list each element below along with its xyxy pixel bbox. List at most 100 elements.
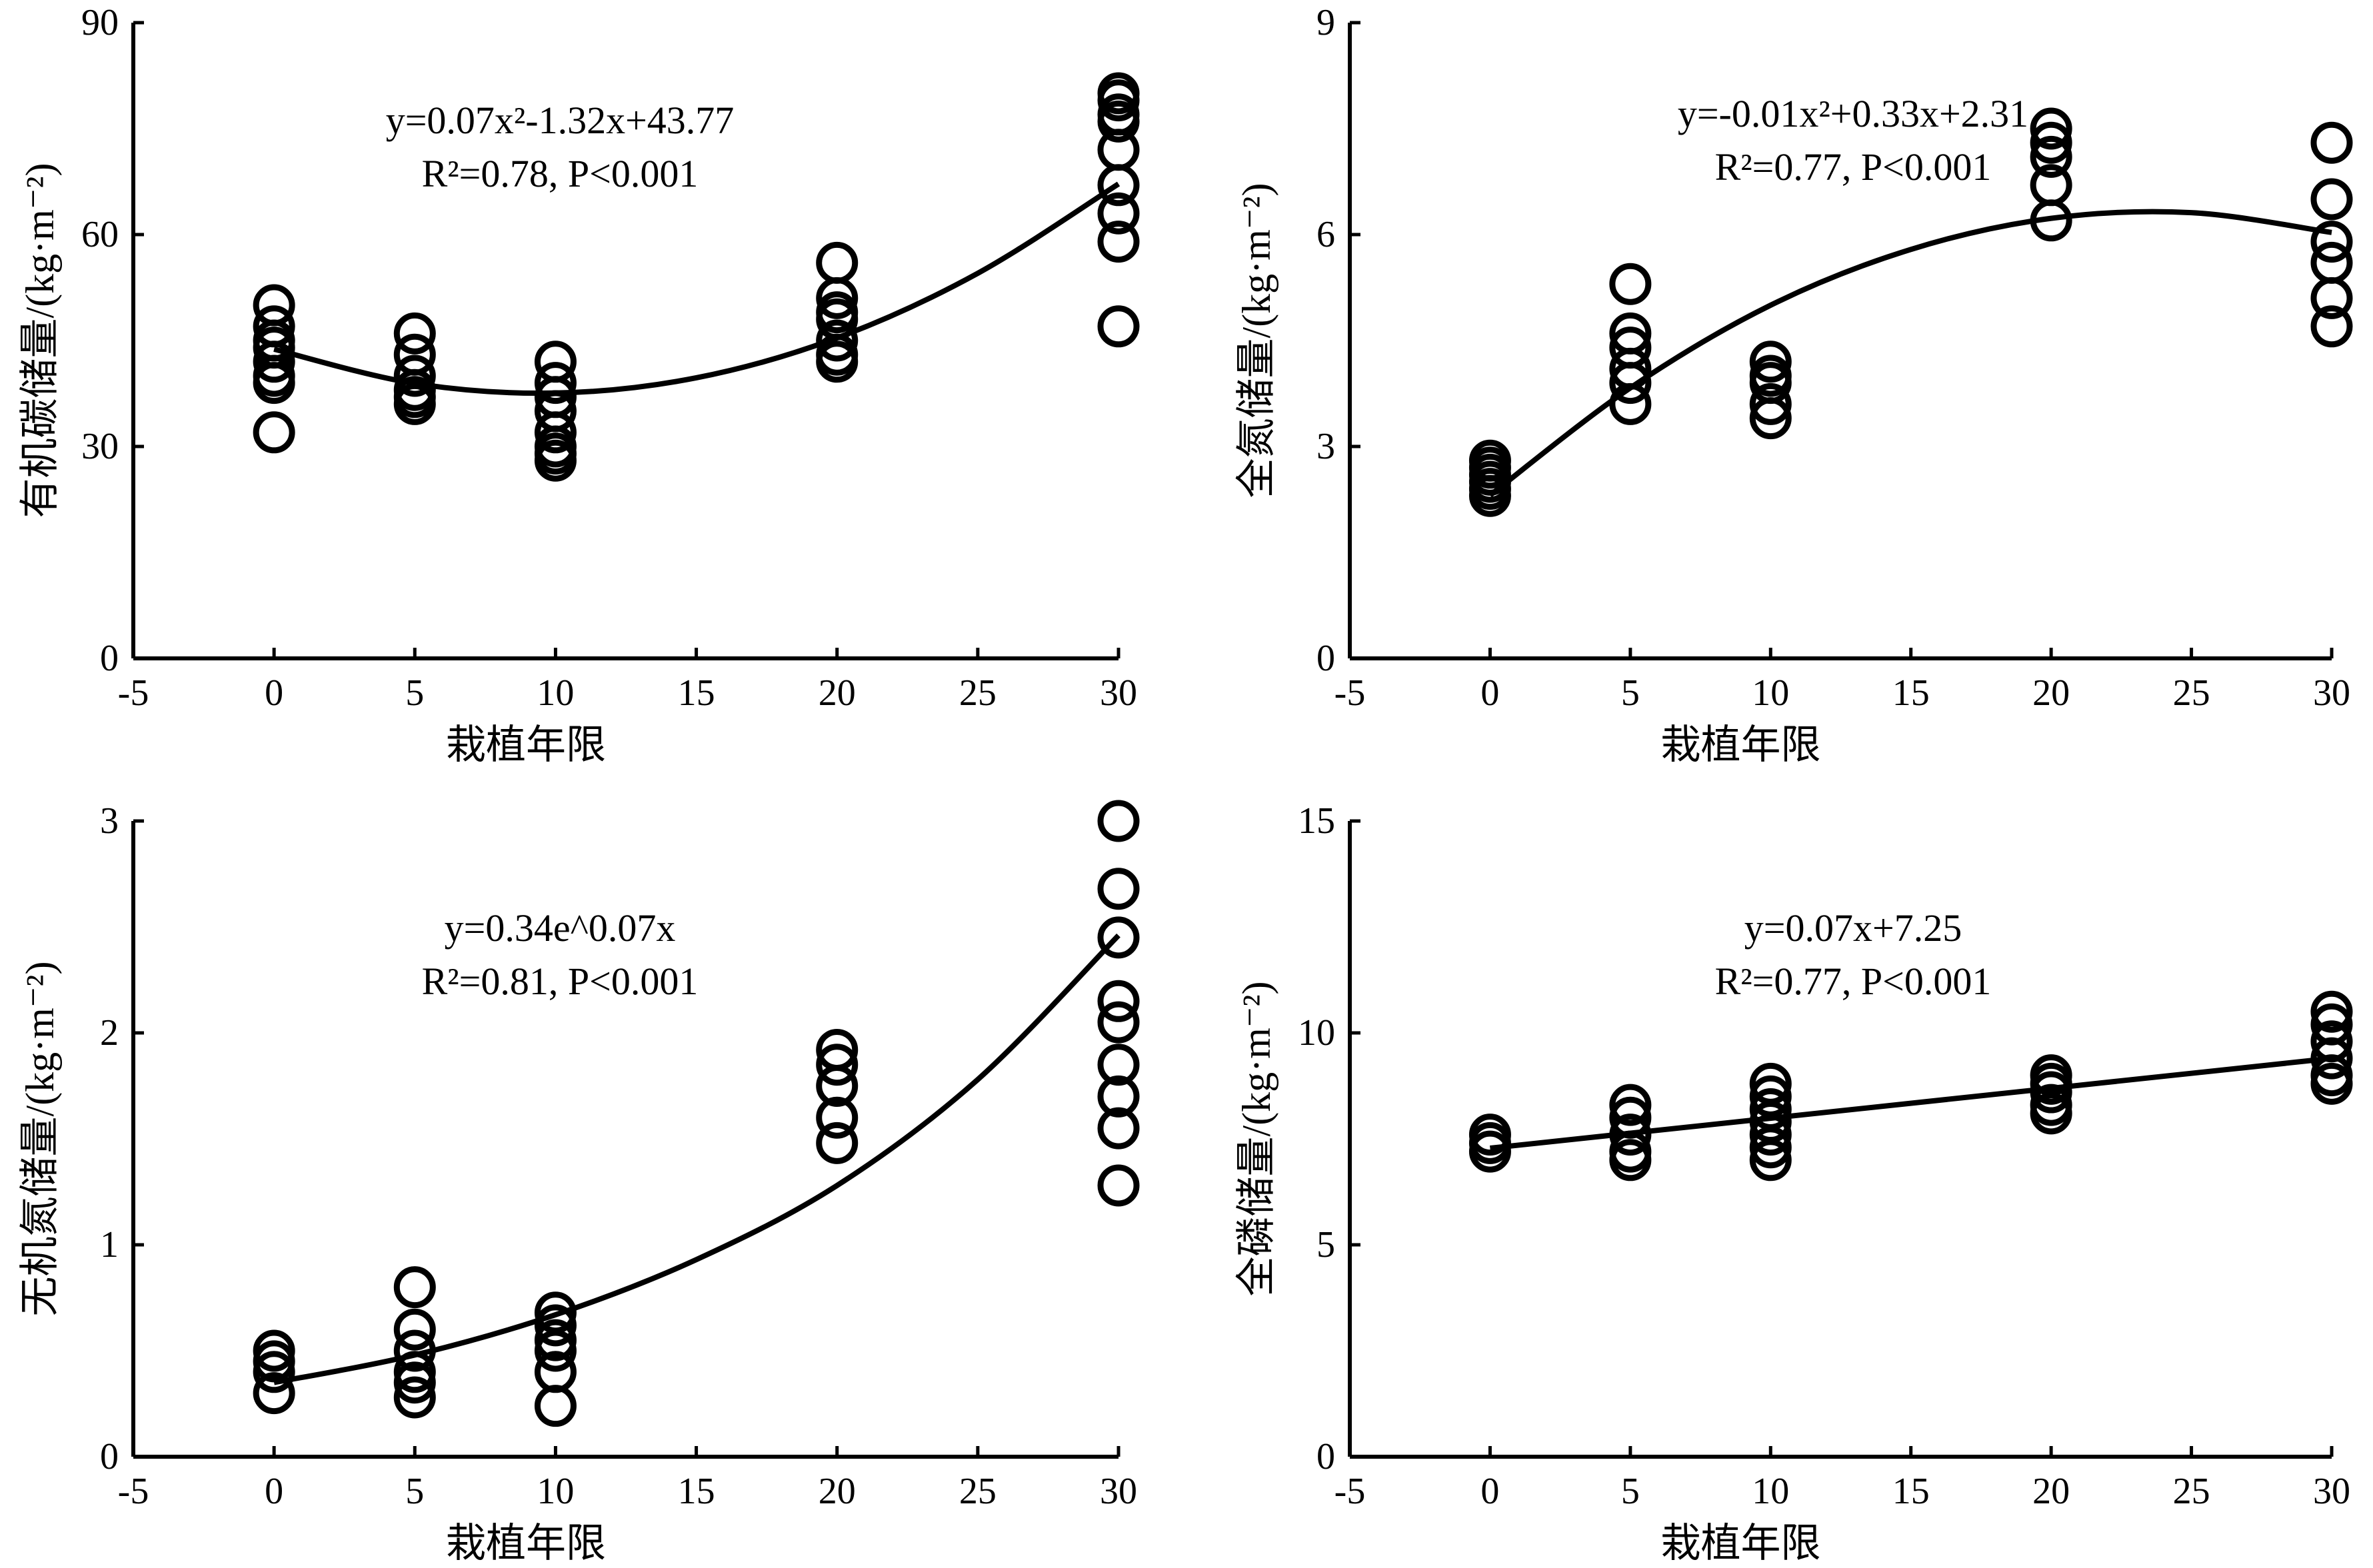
x-tick-label: 30 <box>2313 672 2350 714</box>
data-point <box>1749 397 1792 440</box>
data-point <box>393 355 436 397</box>
data-point <box>816 341 859 383</box>
data-point <box>1097 164 1140 207</box>
fit-curve <box>1488 209 2332 498</box>
data-point <box>816 1065 859 1107</box>
data-point <box>1609 1139 1652 1181</box>
data-point <box>393 1308 436 1351</box>
y-tick-label: 0 <box>1316 638 1335 679</box>
data-point <box>393 1266 436 1309</box>
data-point <box>253 362 295 404</box>
data-point <box>534 1304 577 1347</box>
data-point <box>1097 192 1140 235</box>
data-point <box>816 241 859 284</box>
data-point <box>1097 868 1140 910</box>
data-point <box>2310 305 2353 348</box>
x-tick-label: 15 <box>1892 1471 1930 1512</box>
x-tick-label: -5 <box>1334 672 1366 714</box>
x-tick-label: 20 <box>2032 672 2070 714</box>
x-tick-label: 0 <box>265 1471 283 1512</box>
data-point <box>534 439 577 482</box>
data-point <box>1749 1139 1792 1181</box>
y-tick-label: 0 <box>100 1436 119 1477</box>
data-point <box>1097 1164 1140 1207</box>
data-point <box>1097 221 1140 263</box>
data-point <box>1609 362 1652 404</box>
panel-2: -5 0 5 10 15 20 25 300369栽植年限全氮储量/(kg·m⁻²)y=-0.… <box>1234 2 2353 767</box>
x-tick-label: 30 <box>1100 672 1137 714</box>
x-tick-label: 10 <box>1752 672 1789 714</box>
y-tick-label: 0 <box>100 638 119 679</box>
data-point <box>253 1372 295 1415</box>
data-point <box>2310 121 2353 164</box>
x-tick-label: 20 <box>2032 1471 2070 1512</box>
x-axis-label: 栽植年限 <box>1661 723 1821 767</box>
y-axis-label: 无机氮储量/(kg·m⁻²) <box>18 962 62 1317</box>
data-point <box>2310 221 2353 263</box>
x-tick-label: -5 <box>118 672 149 714</box>
x-tick-label: 5 <box>1621 1471 1640 1512</box>
x-axis-label: 栽植年限 <box>446 1521 606 1565</box>
fit-curve <box>1490 1056 2332 1151</box>
x-tick-label: -5 <box>118 1471 149 1512</box>
stats-label: R²=0.77, P<0.001 <box>1715 960 1992 1003</box>
x-tick-label: 15 <box>678 1471 715 1512</box>
y-tick-label: 5 <box>1316 1224 1335 1265</box>
y-tick-label: 0 <box>1316 1436 1335 1477</box>
data-point <box>1609 263 1652 305</box>
x-tick-label: 25 <box>2173 672 2210 714</box>
data-point <box>2030 1092 2072 1135</box>
x-tick-label: 10 <box>1752 1471 1789 1512</box>
fit-curve <box>273 933 1121 1385</box>
data-point <box>1749 341 1792 383</box>
x-axis-label: 栽植年限 <box>446 723 606 767</box>
data-point <box>393 312 436 355</box>
data-point <box>1468 474 1511 517</box>
x-tick-label: 15 <box>678 672 715 714</box>
x-axis-label: 栽植年限 <box>1661 1521 1821 1565</box>
x-tick-label: 5 <box>405 1471 424 1512</box>
data-point <box>1097 1107 1140 1150</box>
data-point <box>2310 241 2353 284</box>
data-point <box>534 1385 577 1427</box>
equation-label: y=0.07x+7.25 <box>1744 906 1962 950</box>
y-axis-label: 有机碳储量/(kg·m⁻²) <box>18 163 62 518</box>
data-point <box>1097 100 1140 143</box>
data-point <box>253 341 295 383</box>
x-tick-label: 25 <box>2173 1471 2210 1512</box>
y-tick-label: 3 <box>100 800 119 842</box>
y-tick-label: 2 <box>100 1012 119 1054</box>
x-tick-label: 25 <box>959 1471 997 1512</box>
data-point <box>1097 916 1140 959</box>
x-tick-label: 20 <box>819 1471 856 1512</box>
y-tick-label: 15 <box>1298 800 1335 842</box>
data-point <box>2310 1062 2353 1105</box>
data-point <box>1097 305 1140 348</box>
stats-label: R²=0.77, P<0.001 <box>1715 145 1992 189</box>
data-point <box>253 1351 295 1393</box>
data-point <box>816 1122 859 1164</box>
data-point <box>816 1096 859 1139</box>
x-tick-label: 25 <box>959 672 997 714</box>
data-point <box>1609 383 1652 425</box>
y-tick-label: 3 <box>1316 426 1335 467</box>
data-point <box>2030 135 2072 178</box>
stats-label: R²=0.78, P<0.001 <box>422 152 699 195</box>
stats-label: R²=0.81, P<0.001 <box>422 960 699 1003</box>
y-tick-label: 60 <box>81 214 119 255</box>
data-point <box>1097 1044 1140 1086</box>
y-axis-label: 全磷储量/(kg·m⁻²) <box>1234 982 1278 1297</box>
panel-4: -5 0 5 10 15 20 25 30051015栽植年限全磷储量/(kg·m⁻²)y=0… <box>1234 800 2353 1565</box>
panel-1: -5 0 5 10 15 20 25 300306090栽植年限有机碳储量/(kg·m⁻²)y… <box>18 2 1140 767</box>
fit-curve <box>273 181 1121 396</box>
equation-label: y=-0.01x²+0.33x+2.31 <box>1678 92 2028 135</box>
data-point <box>816 319 859 362</box>
x-tick-label: 30 <box>1100 1471 1137 1512</box>
data-point <box>2030 121 2072 164</box>
equation-label: y=0.34e^0.07x <box>445 906 676 950</box>
y-tick-label: 9 <box>1316 2 1335 43</box>
y-tick-label: 6 <box>1316 214 1335 255</box>
data-point <box>1097 1001 1140 1044</box>
data-point <box>2030 107 2072 150</box>
